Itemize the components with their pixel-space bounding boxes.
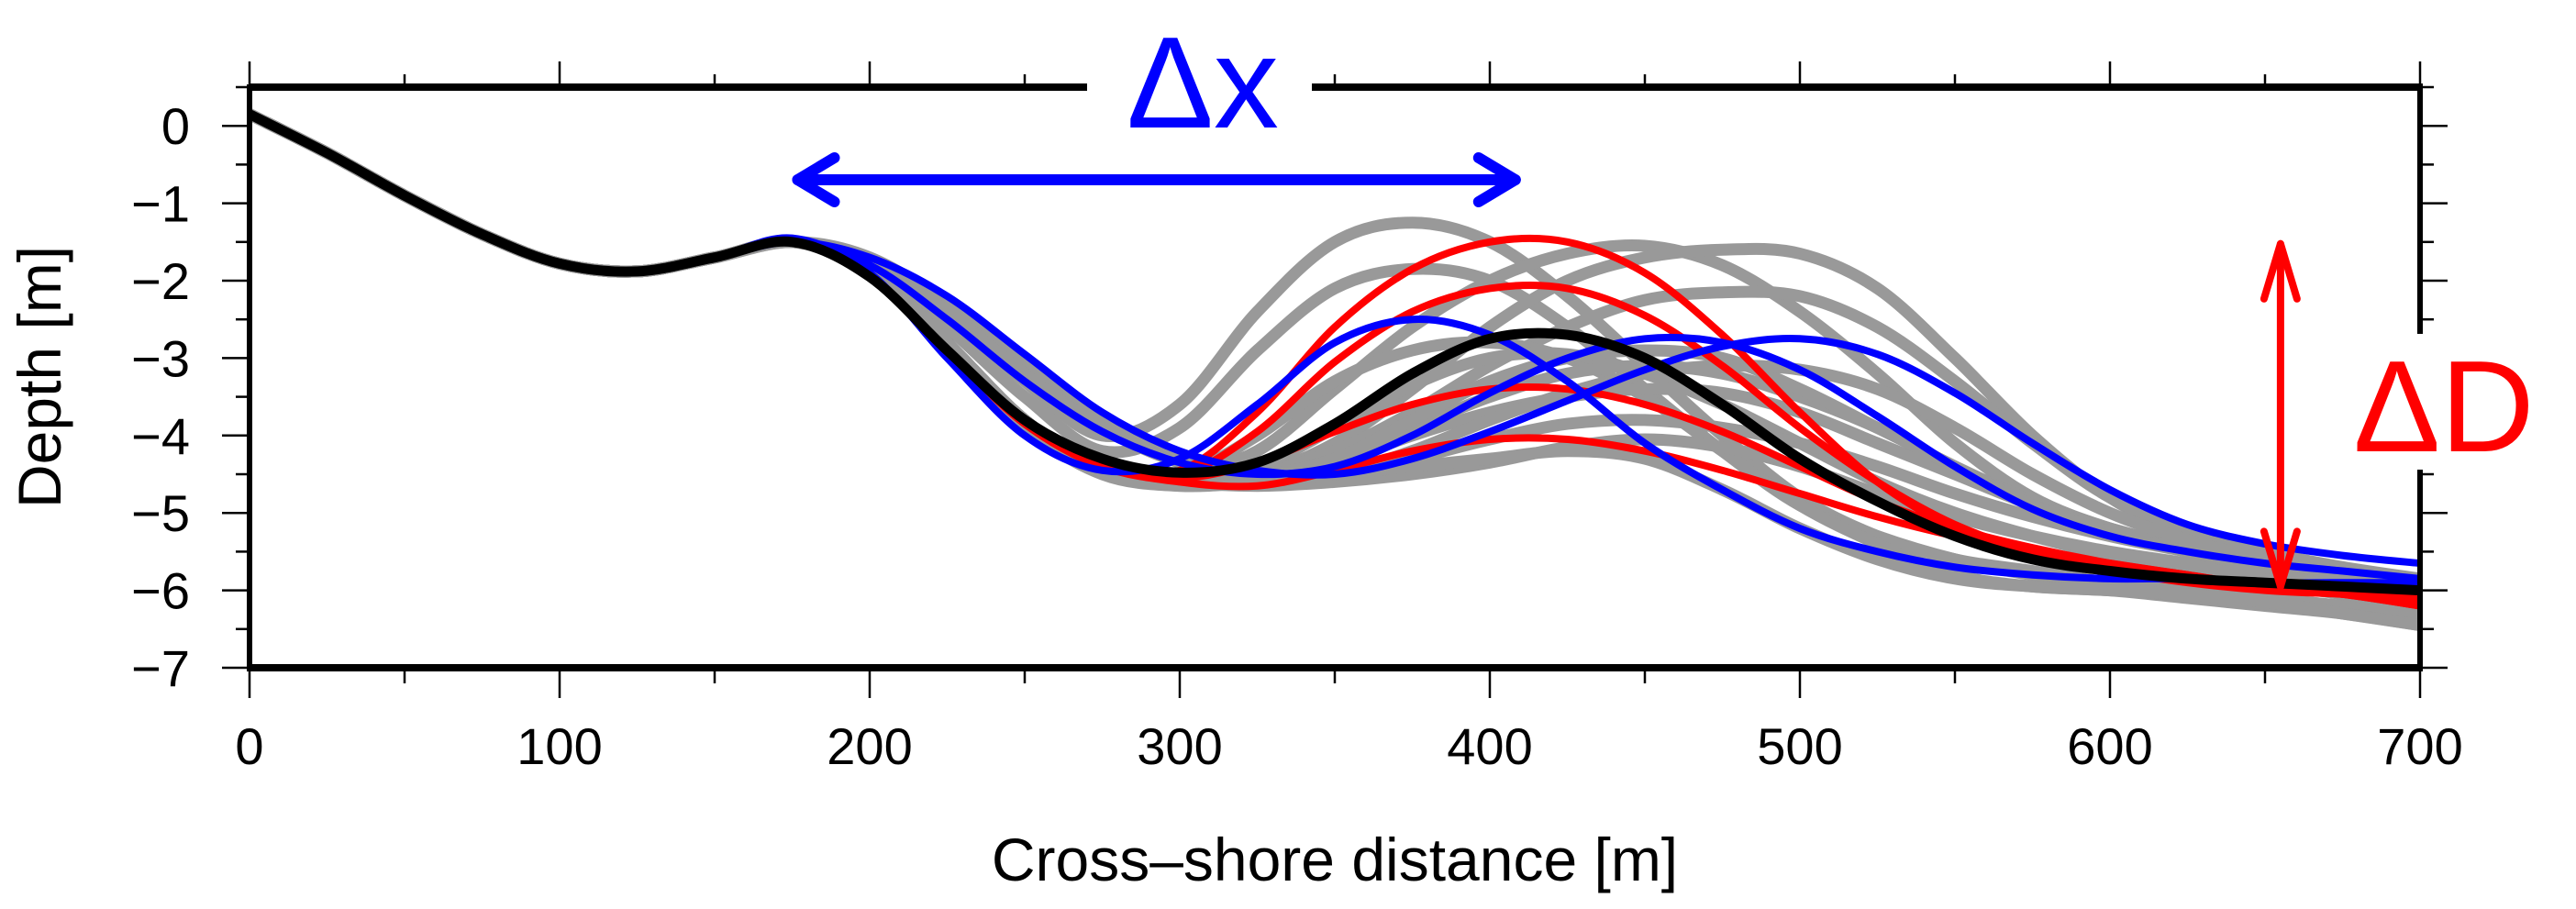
delta-x-arrowhead-left xyxy=(792,152,840,207)
y-tick-label: −3 xyxy=(131,329,190,387)
x-tick-label: 500 xyxy=(1757,717,1842,775)
y-tick-label: −5 xyxy=(131,484,190,542)
y-tick-label: 0 xyxy=(161,97,190,155)
delta-d-arrow xyxy=(2260,239,2301,591)
x-tick-label: 100 xyxy=(516,717,602,775)
delta-d-frame-gap xyxy=(2408,334,2436,470)
delta-d-annotation: ΔD xyxy=(2260,239,2535,591)
delta-d-label: ΔD xyxy=(2353,334,2534,480)
delta-d-arrowhead-top xyxy=(2260,239,2301,303)
axis-ticks xyxy=(222,61,2448,698)
delta-x-arrowhead-right xyxy=(1472,152,1521,207)
y-tick-label: −7 xyxy=(131,639,190,697)
y-tick-label: −6 xyxy=(131,562,190,620)
profile-curves xyxy=(250,108,2420,632)
delta-d-arrowhead-bottom xyxy=(2260,527,2301,591)
delta-x-arrow xyxy=(792,152,1521,207)
y-axis-title: Depth [m] xyxy=(6,246,73,508)
y-tick-labels: 0 −1 −2 −3 −4 −5 −6 −7 xyxy=(131,97,190,697)
y-tick-label: −2 xyxy=(131,252,190,310)
y-tick-label: −1 xyxy=(131,175,190,233)
curve-gray-9 xyxy=(250,108,2420,597)
x-tick-label: 300 xyxy=(1137,717,1222,775)
x-tick-label: 0 xyxy=(235,717,263,775)
x-tick-label: 200 xyxy=(827,717,912,775)
delta-x-label: Δx xyxy=(1127,10,1279,156)
x-tick-label: 700 xyxy=(2377,717,2462,775)
delta-x-annotation: Δx xyxy=(792,10,1521,207)
x-tick-label: 400 xyxy=(1447,717,1532,775)
curve-black-mean xyxy=(250,109,2420,596)
delta-x-frame-gap xyxy=(1087,73,1312,101)
x-tick-labels: 0 100 200 300 400 500 600 700 xyxy=(235,717,2462,775)
x-tick-label: 600 xyxy=(2067,717,2152,775)
x-axis-title: Cross–shore distance [m] xyxy=(992,826,1678,893)
y-tick-label: −4 xyxy=(131,407,190,465)
